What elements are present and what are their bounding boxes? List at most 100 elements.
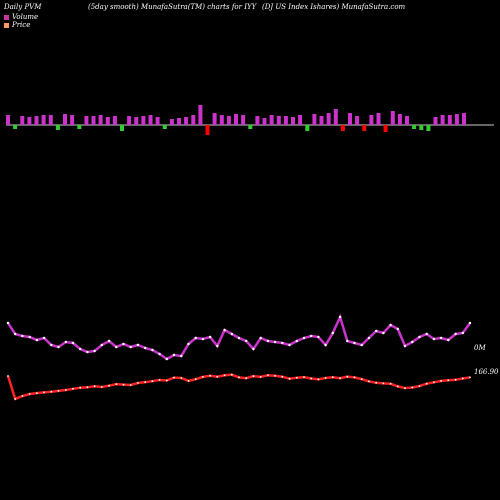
price-point [252, 375, 255, 378]
volume-point [115, 345, 118, 349]
price-point [368, 380, 370, 383]
volume-bar [369, 115, 374, 125]
price-point [317, 378, 320, 381]
price-point [346, 375, 349, 378]
volume-point [57, 345, 60, 349]
price-point [469, 376, 471, 379]
volume-point [21, 334, 24, 338]
volume-point [302, 336, 306, 340]
volume-point [454, 332, 457, 336]
price-point [425, 382, 428, 385]
volume-bar [255, 116, 260, 125]
volume-bar [169, 119, 174, 125]
price-point [122, 383, 125, 386]
volume-bar [120, 125, 124, 131]
volume-bar [355, 116, 360, 125]
volume-bar [397, 114, 402, 125]
volume-bar [148, 115, 153, 125]
volume-point [107, 339, 111, 343]
volume-bar [362, 125, 367, 131]
volume-bar [305, 125, 310, 131]
volume-bar [405, 116, 409, 125]
price-point [93, 385, 96, 388]
volume-bar [105, 117, 110, 125]
price-point [14, 398, 17, 400]
volume-bar [141, 116, 146, 125]
price-point [158, 379, 161, 381]
volume-point [79, 347, 82, 351]
legend-volume: Volume [4, 13, 38, 21]
volume-bar [20, 116, 25, 125]
header-left: Daily PVM [4, 3, 42, 11]
legend-price-label: Price [12, 21, 31, 29]
volume-point [367, 336, 371, 340]
volume-bar [340, 125, 345, 131]
volume-bar [63, 114, 67, 125]
volume-point [432, 337, 436, 341]
volume-bar [276, 116, 281, 125]
volume-bar [48, 115, 53, 125]
price-point [57, 390, 60, 392]
price-point [238, 376, 240, 379]
price-point [331, 376, 334, 379]
volume-point [158, 352, 161, 356]
price-point [303, 376, 305, 378]
price-point [28, 393, 31, 395]
volume-point [288, 343, 291, 347]
volume-point [50, 343, 53, 347]
volume-bar [462, 113, 466, 125]
volume-point [360, 343, 363, 347]
volume-point [14, 332, 17, 336]
price-point [137, 382, 139, 384]
volume-point [389, 323, 392, 327]
price-point [274, 374, 276, 377]
volume-point [136, 343, 140, 347]
volume-bar [312, 114, 317, 125]
volume-bar [184, 117, 189, 125]
volume-point [295, 339, 298, 343]
volume-bar [177, 118, 181, 125]
volume-point [324, 343, 327, 347]
price-point [64, 389, 67, 391]
legend-volume-label: Volume [12, 13, 39, 21]
price-point [339, 377, 341, 380]
price-point [382, 382, 385, 385]
price-point [245, 377, 248, 380]
volume-bar [383, 125, 388, 132]
volume-bar [298, 115, 303, 125]
price-point [180, 377, 183, 379]
price-value-label: 166.90 [474, 368, 499, 376]
volume-point [338, 315, 342, 319]
price-point [418, 385, 421, 387]
volume-point [122, 342, 125, 346]
volume-bar [55, 125, 60, 130]
volume-bar [41, 115, 46, 125]
volume-point [42, 336, 46, 340]
volume-bar [205, 125, 210, 135]
volume-point [180, 354, 183, 358]
volume-point [331, 331, 334, 335]
price-point [281, 375, 284, 378]
volume-bar [127, 116, 132, 125]
price-point [230, 373, 233, 376]
volume-bar [319, 116, 324, 125]
volume-bar [198, 105, 203, 125]
price-point [411, 386, 414, 389]
price-point [223, 374, 226, 377]
volume-point [100, 343, 104, 347]
price-point [295, 376, 298, 379]
volume-point [252, 347, 255, 351]
price-point [129, 384, 132, 386]
volume-bar [134, 117, 139, 125]
price-point [173, 376, 175, 379]
price-point [79, 386, 82, 389]
price-point [7, 375, 9, 377]
price-point [21, 395, 24, 397]
volume-point [223, 328, 226, 332]
volume-point [259, 336, 262, 340]
volume-bar [91, 116, 96, 125]
volume-bar [98, 115, 103, 125]
volume-bar [262, 118, 267, 125]
volume-point [201, 337, 205, 341]
